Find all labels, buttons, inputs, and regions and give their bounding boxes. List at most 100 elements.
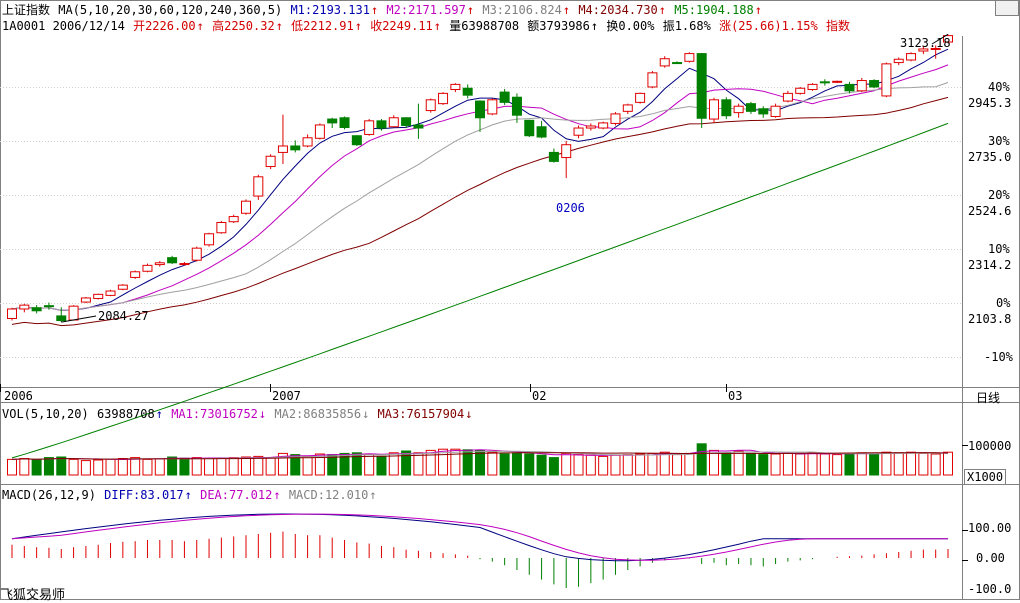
- candle-up: [302, 137, 313, 147]
- volume-header: VOL(5,10,20) 63988708↑ MA1:73016752↓ MA2…: [2, 407, 473, 421]
- candle-up: [154, 262, 165, 266]
- ma5-value: M5:1904.188: [674, 3, 754, 17]
- macd-up-arrow-icon: ↑: [369, 488, 377, 502]
- diff-up-arrow-icon: ↑: [184, 488, 192, 502]
- high-price-label: 3123.18: [900, 36, 951, 50]
- grid-lines: [0, 87, 968, 561]
- ma2-value: M2:2171.597: [386, 3, 466, 17]
- volume-bar-down: [376, 455, 387, 476]
- candle-up: [191, 247, 202, 261]
- candle-up: [241, 200, 251, 214]
- volume-bar-up: [7, 458, 17, 476]
- volume-bar-up: [585, 454, 596, 476]
- volume-bar-up: [438, 448, 449, 476]
- macd-value: MACD:12.010: [288, 488, 369, 502]
- vol-value: 63988708: [96, 407, 155, 421]
- low-pointer-line: [61, 315, 97, 323]
- ma60-line: [11, 96, 949, 327]
- volume-bar-up: [364, 453, 375, 476]
- candlesticks: [7, 34, 953, 323]
- candle-up: [364, 120, 375, 135]
- candle-down: [413, 124, 424, 129]
- candle-down: [56, 315, 67, 322]
- volume-bar-up: [130, 457, 141, 476]
- candle-up: [943, 35, 953, 43]
- volume-bar-down: [290, 454, 301, 476]
- candle-up: [770, 105, 781, 117]
- pct-tick: 20%: [988, 188, 1010, 202]
- volume-bar-up: [302, 455, 313, 476]
- ma3-value: M3:2106.824: [482, 3, 562, 17]
- vol-ma2-down-arrow-icon: ↓: [362, 407, 370, 421]
- amplitude-value: 振1.68%: [662, 19, 711, 33]
- candle-down: [869, 80, 880, 88]
- dea-up-arrow-icon: ↑: [273, 488, 281, 502]
- candle-down: [499, 91, 510, 103]
- volume-bar-up: [659, 451, 670, 476]
- candle-up: [893, 58, 904, 64]
- high-value: 高2250.32: [212, 19, 275, 33]
- index-tag: 指数: [826, 19, 851, 33]
- candle-up: [598, 122, 609, 129]
- price-tick: 2735.0: [968, 150, 1012, 164]
- volume-bar-up: [893, 452, 904, 476]
- vol-ma3: MA3:76157904: [377, 407, 465, 421]
- candle-up: [228, 216, 239, 223]
- volume-bar-up: [906, 451, 917, 476]
- time-label: 2006: [4, 389, 33, 403]
- volume-bar-up: [635, 453, 646, 476]
- candle-down: [819, 81, 830, 84]
- volume-bar-down: [511, 452, 522, 476]
- pct-tick: 0%: [996, 296, 1011, 310]
- vol-title: VOL(5,10,20): [2, 407, 89, 421]
- ma1-up-arrow-icon: ↑: [370, 3, 379, 17]
- candle-up: [142, 264, 153, 272]
- ma5-up-arrow-icon: ↑: [754, 3, 762, 17]
- period-button[interactable]: 日线: [976, 391, 1001, 405]
- low-price-label: 2084.27: [98, 309, 149, 323]
- volume-bar-up: [918, 452, 929, 476]
- volume-bar-up: [253, 455, 264, 476]
- candle-down: [758, 108, 769, 115]
- volume-bar-down: [499, 453, 510, 476]
- candle-down: [536, 126, 547, 138]
- candle-down: [290, 145, 301, 151]
- candle-up: [635, 92, 646, 103]
- volume-bar-up: [561, 452, 572, 476]
- volume-bar-up: [204, 458, 215, 476]
- change-value: 涨(25.66)1.15%: [719, 19, 818, 33]
- vol-ma3-down-arrow-icon: ↓: [465, 407, 473, 421]
- volume-bar-up: [856, 452, 867, 476]
- volume-bar-up: [68, 458, 79, 476]
- candle-up: [930, 47, 941, 50]
- macd-histogram: [11, 531, 949, 588]
- volume-bar-down: [401, 450, 412, 476]
- candle-up: [105, 290, 116, 296]
- macd-header: MACD(26,12,9) DIFF:83.017↑ DEA:77.012↑ M…: [2, 488, 378, 502]
- ma5-line: [11, 48, 949, 311]
- price-annotations: 3123.18 2084.27 0206: [61, 33, 951, 323]
- candle-up: [7, 308, 17, 319]
- volume-bar-down: [696, 443, 707, 476]
- candle-up: [659, 58, 670, 67]
- volume-ma20-line: [11, 452, 949, 460]
- candle-down: [167, 257, 178, 264]
- time-label: 2007: [272, 389, 301, 403]
- volume-bar-up: [228, 457, 239, 476]
- volume-bar-down: [56, 456, 67, 476]
- candle-down: [672, 62, 683, 65]
- volume-bar-up: [684, 452, 695, 476]
- candle-up: [179, 263, 190, 266]
- ma2-up-arrow-icon: ↑: [466, 3, 475, 17]
- volume-bar-up: [314, 453, 325, 476]
- vol-unit-label[interactable]: X1000: [964, 469, 1007, 485]
- volume-bar-up: [672, 454, 683, 476]
- time-label: 02: [532, 389, 547, 403]
- price-tick: 2314.2: [968, 258, 1012, 272]
- volume-bar-up: [487, 451, 498, 476]
- candle-down: [376, 120, 387, 129]
- candle-up: [487, 99, 498, 115]
- macd-dea-line: [11, 513, 948, 561]
- volume-bar-up: [807, 452, 818, 476]
